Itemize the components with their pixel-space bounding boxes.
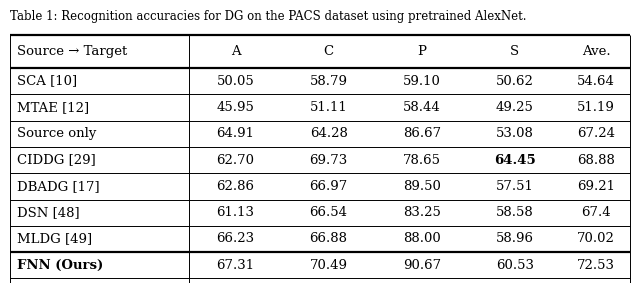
Text: Table 1: Recognition accuracies for DG on the PACS dataset using pretrained Alex: Table 1: Recognition accuracies for DG o… xyxy=(10,10,526,23)
Text: Source → Target: Source → Target xyxy=(17,45,127,58)
Text: MLDG [49]: MLDG [49] xyxy=(17,233,92,245)
Text: 69.73: 69.73 xyxy=(310,154,348,166)
Text: 67.4: 67.4 xyxy=(581,206,611,219)
Text: 58.96: 58.96 xyxy=(496,233,534,245)
Text: 66.88: 66.88 xyxy=(310,233,348,245)
Text: 62.70: 62.70 xyxy=(216,154,255,166)
Text: 90.67: 90.67 xyxy=(403,259,441,272)
Text: DSN [48]: DSN [48] xyxy=(17,206,80,219)
Text: 69.21: 69.21 xyxy=(577,180,615,193)
Text: 58.58: 58.58 xyxy=(496,206,534,219)
Text: MTAE [12]: MTAE [12] xyxy=(17,101,90,114)
Text: 51.19: 51.19 xyxy=(577,101,615,114)
Text: 66.97: 66.97 xyxy=(310,180,348,193)
Text: Source only: Source only xyxy=(17,127,97,140)
Text: 62.86: 62.86 xyxy=(216,180,255,193)
Text: FNN (Ours): FNN (Ours) xyxy=(17,259,104,272)
Text: P: P xyxy=(417,45,426,58)
Text: 58.44: 58.44 xyxy=(403,101,440,114)
Text: 66.54: 66.54 xyxy=(310,206,348,219)
Text: 70.02: 70.02 xyxy=(577,233,615,245)
Text: 78.65: 78.65 xyxy=(403,154,441,166)
Text: 83.25: 83.25 xyxy=(403,206,441,219)
Text: 64.91: 64.91 xyxy=(216,127,255,140)
Text: 70.49: 70.49 xyxy=(310,259,348,272)
Text: 50.05: 50.05 xyxy=(216,75,254,87)
Text: 60.53: 60.53 xyxy=(496,259,534,272)
Text: 86.67: 86.67 xyxy=(403,127,441,140)
Text: SCA [10]: SCA [10] xyxy=(17,75,77,87)
Text: 53.08: 53.08 xyxy=(496,127,534,140)
Text: 72.53: 72.53 xyxy=(577,259,615,272)
Text: 64.45: 64.45 xyxy=(494,154,536,166)
Text: 66.23: 66.23 xyxy=(216,233,255,245)
Text: 57.51: 57.51 xyxy=(496,180,534,193)
Text: 64.28: 64.28 xyxy=(310,127,348,140)
Text: 54.64: 54.64 xyxy=(577,75,615,87)
Text: 49.25: 49.25 xyxy=(496,101,534,114)
Text: 51.11: 51.11 xyxy=(310,101,348,114)
Text: 45.95: 45.95 xyxy=(216,101,255,114)
Text: 61.13: 61.13 xyxy=(216,206,255,219)
Text: DBADG [17]: DBADG [17] xyxy=(17,180,100,193)
Text: 88.00: 88.00 xyxy=(403,233,440,245)
Text: 59.10: 59.10 xyxy=(403,75,441,87)
Text: C: C xyxy=(324,45,333,58)
Text: 68.88: 68.88 xyxy=(577,154,615,166)
Text: 89.50: 89.50 xyxy=(403,180,441,193)
Text: A: A xyxy=(230,45,240,58)
Text: 67.24: 67.24 xyxy=(577,127,615,140)
Text: CIDDG [29]: CIDDG [29] xyxy=(17,154,96,166)
Text: 58.79: 58.79 xyxy=(310,75,348,87)
Text: S: S xyxy=(510,45,520,58)
Text: 67.31: 67.31 xyxy=(216,259,255,272)
Text: Ave.: Ave. xyxy=(582,45,610,58)
Text: 50.62: 50.62 xyxy=(496,75,534,87)
